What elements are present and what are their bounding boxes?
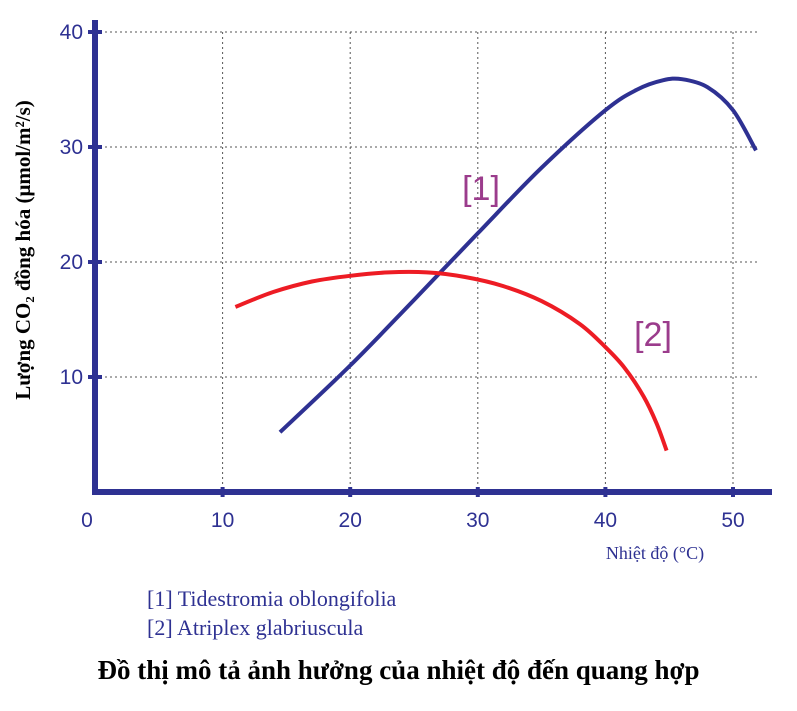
x-tick-label: 0: [81, 509, 93, 532]
x-tick-label: 40: [594, 509, 617, 532]
ticks: 0 10 20 30 40 50 10 20 30 40: [60, 21, 745, 532]
y-tick-label: 40: [60, 21, 83, 44]
x-tick-label: 50: [721, 509, 744, 532]
y-axis-label: Lượng CO₂ đồng hóa (μmol/m²/s): [11, 100, 35, 400]
series-label-1: [1]: [462, 170, 500, 208]
legend-item-1: [1] Tidestromia oblongifolia: [147, 586, 397, 611]
chart-caption: Đồ thị mô tả ảnh hưởng của nhiệt độ đến …: [97, 655, 700, 685]
x-tick-label: 30: [466, 509, 489, 532]
y-tick-label: 20: [60, 251, 83, 274]
x-axis-label: Nhiệt độ (°C): [606, 543, 704, 564]
series-line-1: [278, 76, 758, 434]
axes: [92, 20, 772, 495]
x-tick-label: 10: [211, 509, 234, 532]
legend-item-2: [2] Atriplex glabriuscula: [147, 615, 364, 640]
y-tick-label: 10: [60, 366, 83, 389]
y-tick-label: 30: [60, 136, 83, 159]
series-line-2: [234, 269, 669, 452]
grid: [95, 31, 759, 492]
series-labels: [1] [2]: [462, 170, 672, 354]
x-tick-label: 20: [339, 509, 362, 532]
series: [234, 76, 758, 452]
series-label-2: [2]: [634, 316, 672, 354]
